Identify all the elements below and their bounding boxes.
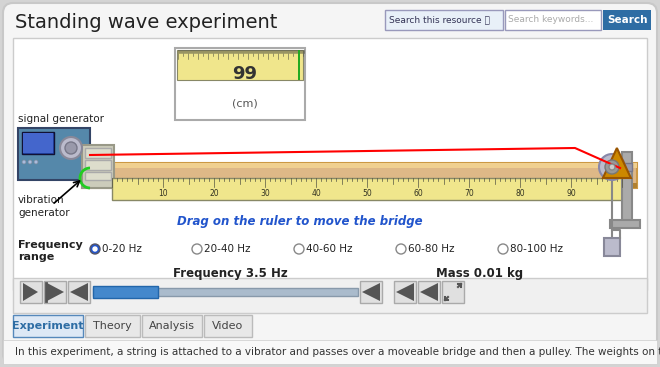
Bar: [23, 133, 53, 153]
Bar: [82, 183, 637, 188]
Text: 40-60 Hz: 40-60 Hz: [306, 244, 352, 254]
Text: Experiment: Experiment: [13, 321, 84, 331]
Bar: [13, 38, 647, 290]
Bar: [177, 50, 303, 80]
Text: Search keywords...: Search keywords...: [508, 15, 593, 25]
Text: vibration
generator: vibration generator: [18, 195, 69, 218]
Text: 99: 99: [232, 65, 257, 83]
Circle shape: [90, 244, 100, 254]
Text: 60: 60: [413, 189, 423, 197]
Bar: [175, 48, 305, 120]
Text: Video: Video: [213, 321, 244, 331]
Polygon shape: [362, 283, 380, 301]
Polygon shape: [603, 148, 631, 178]
Circle shape: [28, 160, 32, 164]
Circle shape: [396, 244, 406, 254]
Circle shape: [498, 244, 508, 254]
Bar: [18, 128, 90, 180]
Polygon shape: [396, 283, 414, 301]
Circle shape: [93, 247, 97, 251]
Circle shape: [65, 142, 77, 154]
Text: 30: 30: [260, 189, 270, 197]
Text: Frequency 3.5 Hz: Frequency 3.5 Hz: [173, 267, 287, 280]
Bar: [85, 160, 111, 170]
Bar: [610, 163, 632, 171]
Bar: [44, 281, 66, 303]
Circle shape: [294, 244, 304, 254]
Polygon shape: [47, 283, 64, 301]
Bar: [13, 278, 647, 313]
Bar: [204, 315, 252, 337]
Circle shape: [605, 160, 619, 174]
Text: 80: 80: [515, 189, 525, 197]
Bar: [604, 238, 620, 256]
Text: In this experiment, a string is attached to a vibrator and passes over a moveabl: In this experiment, a string is attached…: [15, 347, 660, 357]
Bar: [3, 340, 657, 364]
Text: 40: 40: [311, 189, 321, 197]
Bar: [603, 10, 651, 30]
Text: Mass 0.01 kg: Mass 0.01 kg: [436, 267, 523, 280]
Bar: [298, 50, 300, 80]
Bar: [385, 10, 503, 30]
Circle shape: [22, 160, 26, 164]
Polygon shape: [23, 283, 38, 301]
Bar: [610, 220, 640, 228]
Bar: [622, 152, 632, 227]
Bar: [13, 315, 83, 337]
Text: 80-100 Hz: 80-100 Hz: [510, 244, 563, 254]
Bar: [85, 148, 111, 158]
Text: 90: 90: [566, 189, 576, 197]
Bar: [418, 281, 440, 303]
Text: (cm): (cm): [232, 98, 258, 108]
Text: 70: 70: [464, 189, 474, 197]
Circle shape: [599, 154, 625, 180]
FancyBboxPatch shape: [3, 3, 657, 364]
Polygon shape: [70, 283, 88, 301]
Circle shape: [34, 160, 38, 164]
Bar: [85, 315, 140, 337]
Bar: [360, 281, 382, 303]
Circle shape: [192, 244, 202, 254]
Text: Standing wave experiment: Standing wave experiment: [15, 12, 277, 32]
Bar: [82, 163, 637, 188]
Text: 60-80 Hz: 60-80 Hz: [408, 244, 455, 254]
Bar: [93, 288, 358, 296]
Bar: [442, 281, 464, 303]
Bar: [20, 281, 42, 303]
Bar: [142, 315, 202, 337]
Bar: [505, 10, 601, 30]
Bar: [93, 286, 158, 298]
Text: Analysis: Analysis: [149, 321, 195, 331]
Text: 0-20 Hz: 0-20 Hz: [102, 244, 142, 254]
Text: Frequency
range: Frequency range: [18, 240, 82, 262]
Text: 20: 20: [209, 189, 219, 197]
Bar: [82, 163, 637, 168]
Text: 20-40 Hz: 20-40 Hz: [204, 244, 251, 254]
Bar: [85, 172, 111, 180]
Bar: [112, 178, 622, 200]
Bar: [394, 281, 416, 303]
Text: Drag on the ruler to move the bridge: Drag on the ruler to move the bridge: [177, 215, 423, 228]
Text: Theory: Theory: [93, 321, 132, 331]
Bar: [68, 281, 90, 303]
Text: signal generator: signal generator: [18, 114, 104, 124]
Circle shape: [609, 164, 615, 170]
Bar: [22, 132, 54, 154]
Text: Search this resource ⤵: Search this resource ⤵: [389, 15, 490, 25]
Polygon shape: [420, 283, 438, 301]
Text: Search: Search: [607, 15, 647, 25]
Text: 10: 10: [158, 189, 168, 197]
Circle shape: [60, 137, 82, 159]
Text: 50: 50: [362, 189, 372, 197]
Bar: [82, 145, 114, 188]
